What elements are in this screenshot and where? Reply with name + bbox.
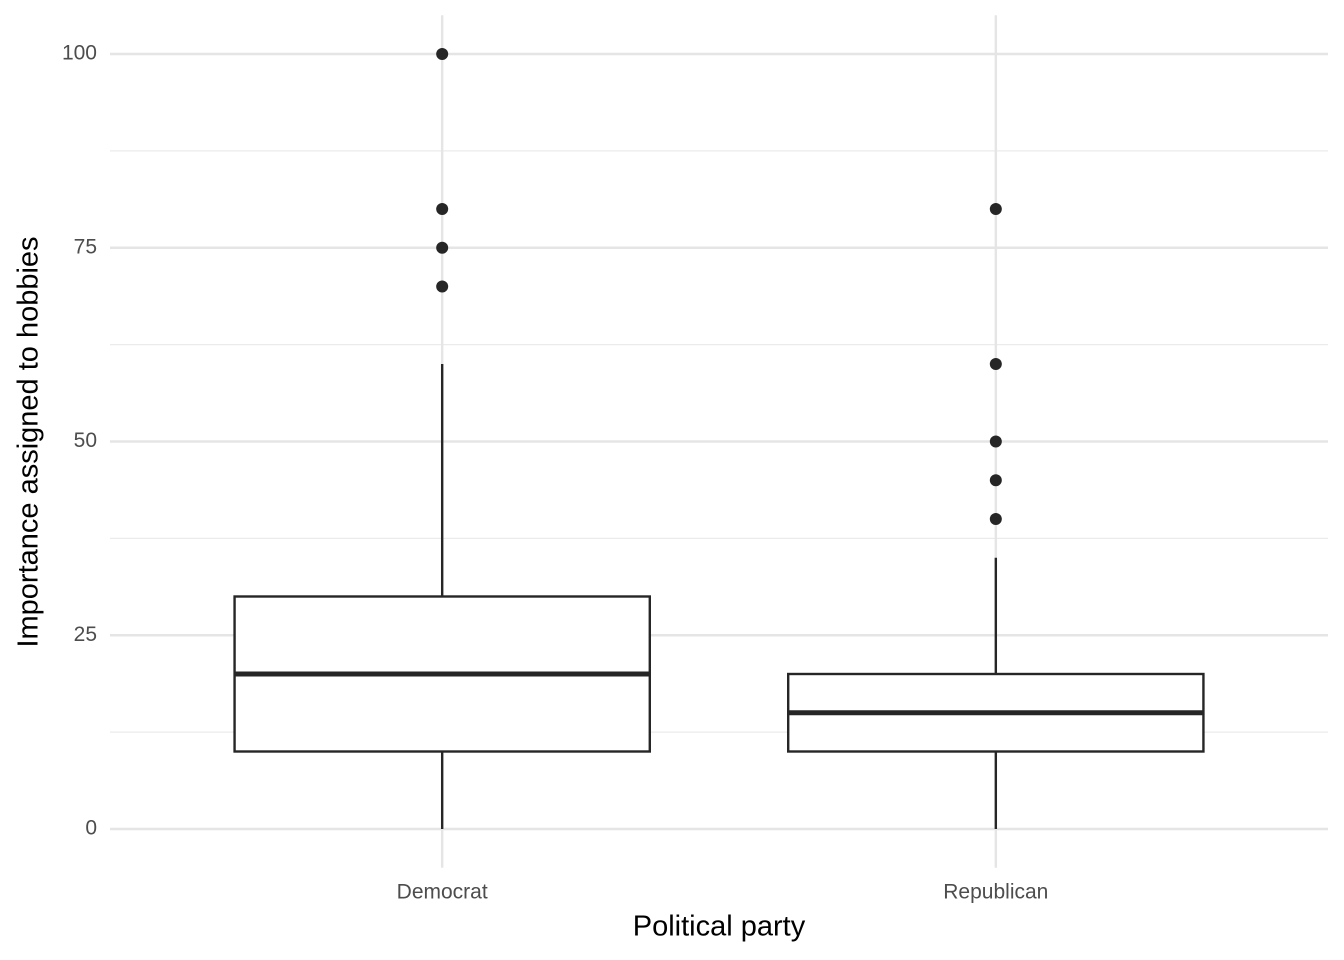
- outlier: [989, 513, 1002, 525]
- x-tick-label: Democrat: [397, 881, 488, 904]
- y-tick-label: 25: [74, 623, 97, 646]
- outlier: [436, 203, 449, 215]
- y-tick-label: 75: [74, 235, 97, 258]
- y-axis-title: Importance assigned to hobbies: [13, 236, 45, 647]
- y-tick-label: 50: [74, 429, 97, 452]
- y-tick-label: 100: [62, 42, 97, 65]
- outlier: [436, 241, 449, 254]
- outlier: [989, 435, 1002, 448]
- outlier: [989, 474, 1002, 487]
- outlier: [989, 358, 1002, 370]
- x-axis-title: Political party: [633, 911, 806, 943]
- outlier: [436, 280, 449, 293]
- outlier: [989, 203, 1002, 215]
- outlier: [436, 48, 449, 60]
- x-tick-label: Republican: [943, 881, 1048, 904]
- y-tick-label: 0: [85, 817, 97, 840]
